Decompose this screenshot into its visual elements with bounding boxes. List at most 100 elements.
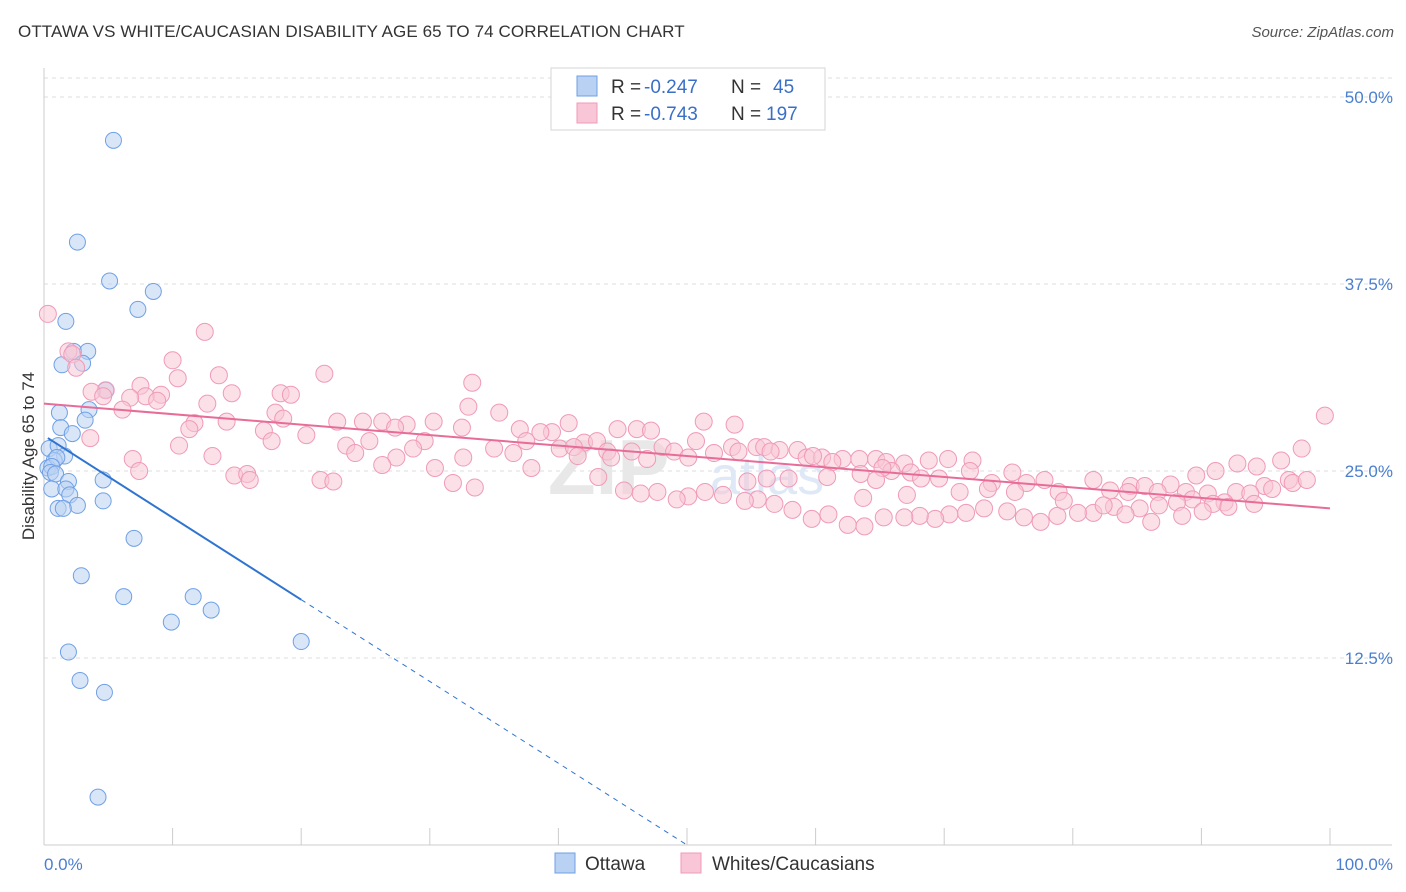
whites-point-101 [960, 462, 979, 480]
x-tick-label-max: 100.0% [1335, 855, 1393, 874]
whites-point-9 [463, 373, 482, 392]
whites-point-102 [1003, 463, 1022, 482]
whites-point-177 [897, 485, 916, 504]
whites-trend-line [43, 402, 1331, 510]
whites-point-47 [531, 423, 550, 442]
whites-point-105 [130, 462, 149, 480]
x-tick-labels: 0.0% 100.0% [44, 855, 1393, 874]
whites-point-56 [170, 436, 189, 455]
whites-point-159 [895, 508, 914, 527]
whites-point-194 [373, 456, 392, 475]
whites-point-25 [490, 403, 509, 422]
ottawa-point-33 [54, 499, 72, 517]
ottawa-point-37 [184, 588, 202, 606]
whites-point-180 [1094, 496, 1113, 515]
whites-point-103 [851, 464, 870, 483]
whites-point-145 [1149, 496, 1168, 515]
whites-point-27 [217, 412, 236, 431]
whites-point-190 [1247, 457, 1266, 476]
legend-n-label-ottawa: N = [731, 77, 761, 98]
ottawa-point-44 [89, 788, 107, 806]
whites-point-76 [761, 442, 780, 461]
whites-point-160 [874, 508, 893, 527]
whites-point-112 [589, 467, 608, 486]
whites-point-45 [694, 412, 713, 431]
whites-point-115 [779, 469, 798, 488]
whites-point-0 [38, 304, 57, 323]
y-tick-label-2: 37.5% [1345, 275, 1393, 294]
whites-point-187 [1315, 406, 1334, 425]
whites-point-83 [203, 447, 222, 466]
whites-point-29 [328, 412, 347, 431]
whites-point-70 [568, 447, 587, 466]
whites-point-163 [819, 505, 838, 524]
ottawa-point-3 [144, 282, 162, 300]
whites-point-39 [452, 418, 471, 437]
whites-point-110 [324, 472, 343, 491]
whites-point-122 [1084, 470, 1103, 489]
whites-point-189 [1272, 451, 1291, 470]
whites-point-18 [281, 385, 300, 404]
whites-point-184 [1193, 502, 1212, 521]
whites-point-5 [67, 358, 86, 377]
ottawa-trend-extension [300, 599, 688, 846]
whites-point-21 [198, 394, 217, 413]
whites-point-116 [818, 467, 837, 486]
whites-point-162 [838, 515, 857, 534]
whites-point-164 [802, 509, 821, 528]
whites-point-152 [1014, 508, 1033, 527]
whites-point-86 [602, 448, 621, 467]
whites-point-50 [360, 432, 379, 451]
whites-point-20 [148, 391, 167, 410]
ottawa-point-15 [63, 425, 81, 443]
ottawa-point-36 [115, 588, 133, 606]
whites-point-69 [504, 444, 523, 463]
bottom-legend-swatch-ottawa [554, 852, 576, 874]
whites-point-16 [94, 387, 113, 406]
y-tick-label-3: 50.0% [1345, 88, 1393, 107]
ottawa-point-43 [95, 683, 113, 701]
whites-point-158 [910, 506, 929, 525]
whites-point-114 [757, 469, 776, 488]
axes [43, 68, 1392, 846]
whites-point-179 [1054, 491, 1073, 510]
whites-point-93 [919, 451, 938, 470]
ottawa-point-11 [50, 404, 68, 422]
whites-point-181 [1116, 505, 1135, 524]
grid-lines [44, 77, 1392, 659]
whites-point-4 [163, 351, 182, 370]
whites-point-44 [641, 421, 660, 440]
whites-point-30 [353, 412, 372, 431]
ottawa-point-30 [94, 492, 112, 510]
chart-title: OTTAWA VS WHITE/CAUCASIAN DISABILITY AGE… [18, 22, 685, 41]
whites-point-127 [1005, 482, 1024, 501]
whites-point-46 [725, 415, 744, 434]
y-axis-label: Disability Age 65 to 74 [19, 372, 38, 540]
whites-point-52 [517, 432, 536, 451]
ottawa-trend-line [47, 437, 302, 601]
whites-point-165 [783, 500, 802, 519]
legend-n-label-whites: N = [731, 104, 761, 125]
whites-point-22 [459, 397, 478, 416]
whites-point-34 [559, 414, 578, 433]
legend-r-value-whites: -0.743 [644, 104, 698, 125]
ottawa-point-40 [292, 633, 310, 651]
whites-point-173 [648, 482, 667, 501]
whites-point-84 [387, 448, 406, 467]
ottawa-point-4 [129, 300, 147, 318]
whites-point-48 [81, 429, 100, 448]
whites-point-58 [404, 439, 423, 458]
y-tick-label-1: 25.0% [1345, 462, 1393, 481]
legend-r-value-ottawa: -0.247 [644, 77, 698, 98]
ottawa-point-0 [104, 131, 122, 149]
whites-point-150 [1048, 506, 1067, 525]
bottom-legend-label-whites: Whites/Caucasians [712, 854, 875, 875]
ottawa-point-1 [68, 233, 86, 251]
ottawa-point-38 [202, 601, 220, 619]
whites-point-154 [975, 499, 994, 518]
bottom-legend-label-ottawa: Ottawa [585, 854, 646, 875]
whites-point-108 [240, 470, 259, 489]
whites-point-178 [950, 482, 969, 501]
legend-r-label-whites: R = [611, 104, 641, 125]
whites-point-168 [735, 491, 754, 510]
